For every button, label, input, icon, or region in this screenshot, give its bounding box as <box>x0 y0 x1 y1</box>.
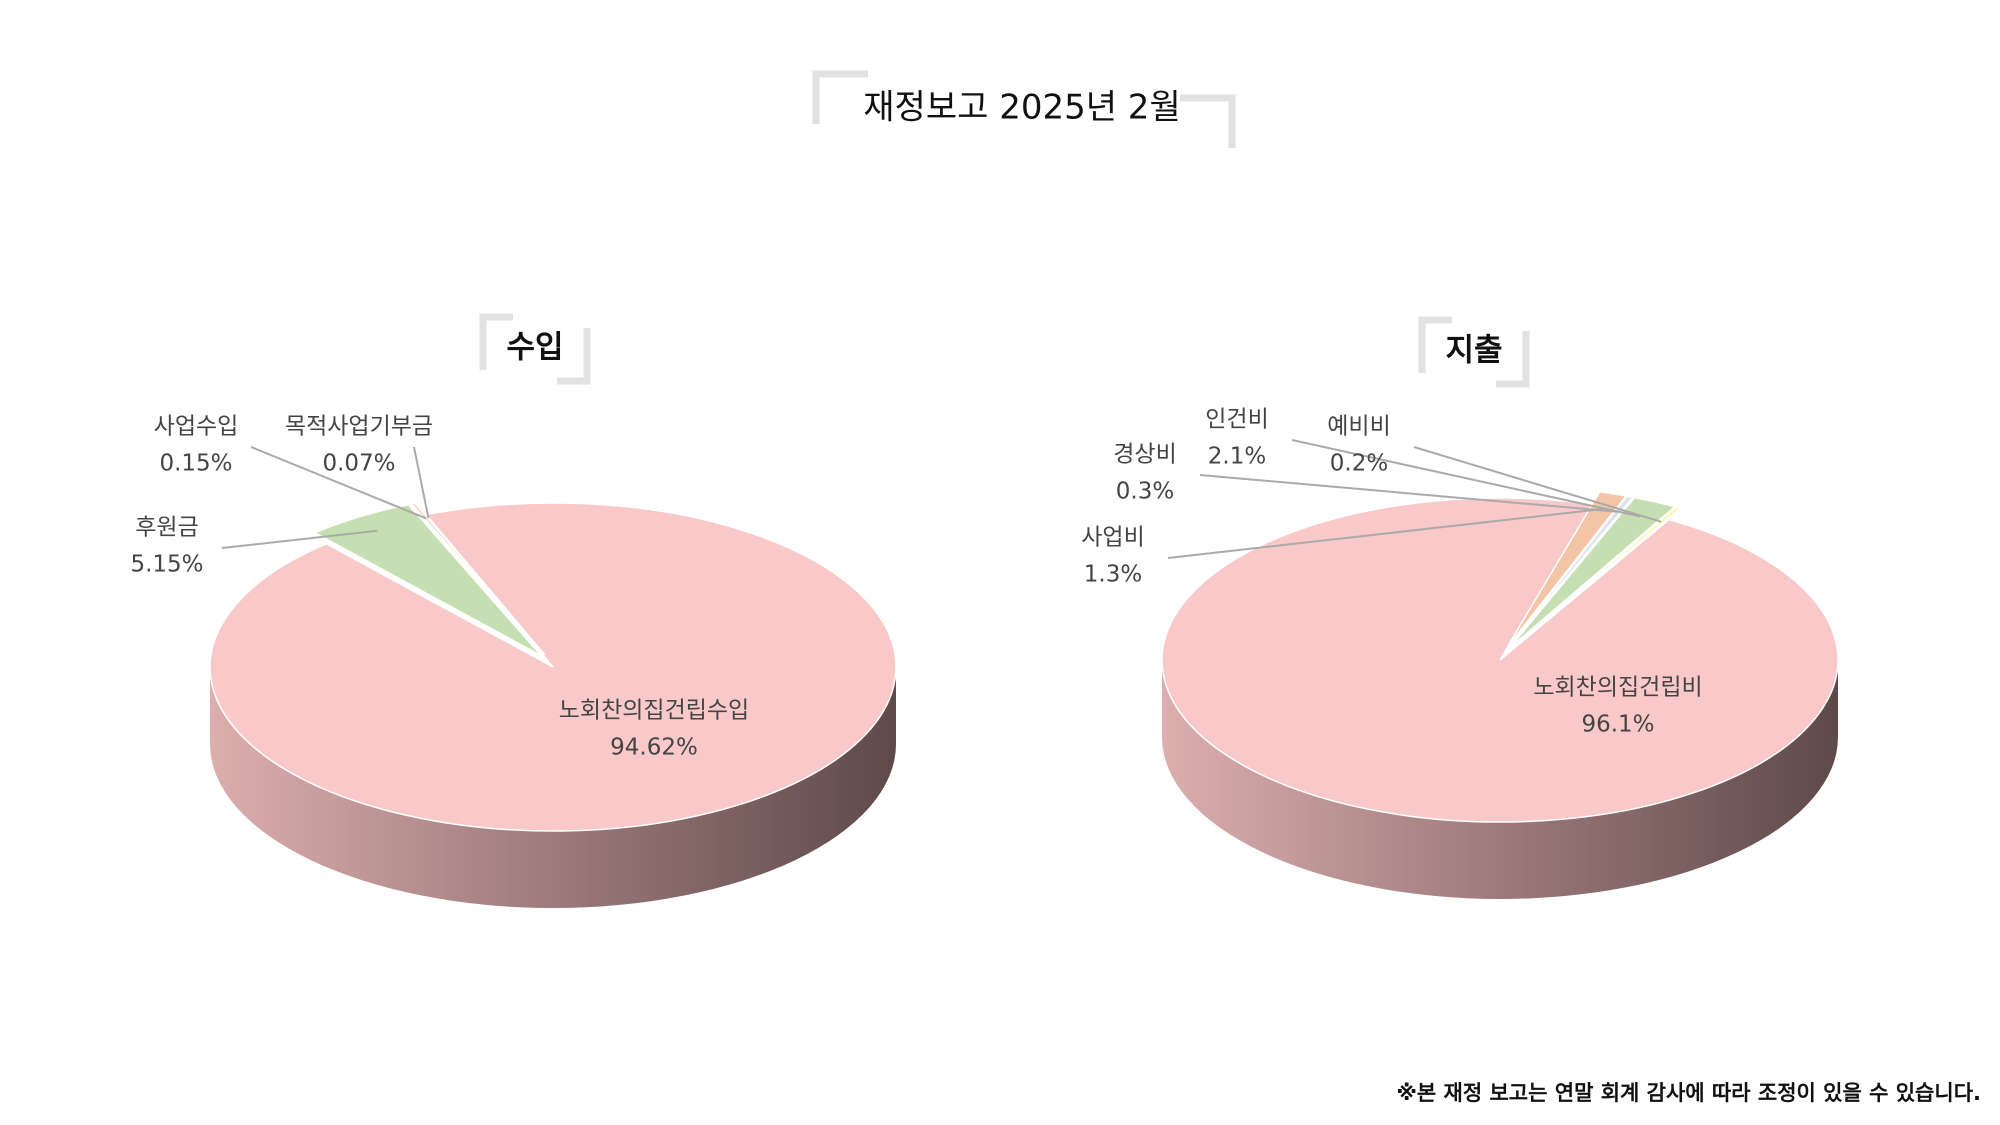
footnote: ※본 재정 보고는 연말 회계 감사에 따라 조정이 있을 수 있습니다. <box>1396 1081 1981 1105</box>
leader-line <box>413 446 430 519</box>
pie-slice <box>413 501 546 656</box>
subtitle-bracket <box>479 313 513 370</box>
slice-value: 0.3% <box>1116 479 1174 505</box>
pie-slice <box>313 503 542 657</box>
pie-slice <box>209 502 897 832</box>
subtitle-bracket <box>1418 316 1452 373</box>
slice-value: 0.07% <box>322 451 395 477</box>
pie-slice <box>1506 490 1628 648</box>
slice-label: 인건비 <box>1205 407 1268 433</box>
pie-slice <box>1161 497 1839 823</box>
slice-value: 96.1% <box>1581 712 1654 738</box>
leader-line <box>250 446 427 520</box>
leader-line <box>1413 446 1662 523</box>
slice-value: 2.1% <box>1208 444 1266 470</box>
title-bracket <box>812 70 868 124</box>
slice-value: 94.62% <box>610 735 698 761</box>
leader-line <box>221 529 378 549</box>
leader-line <box>1167 508 1603 559</box>
slice-label: 노회찬의집건립수입 <box>559 698 749 724</box>
slice-label: 사업수입 <box>154 414 239 440</box>
subtitle: 수입 <box>506 330 563 366</box>
slice-value: 1.3% <box>1084 562 1142 588</box>
pie-side <box>210 667 896 908</box>
pie-slice <box>1510 506 1682 650</box>
page-title: 재정보고 2025년 2월 <box>863 88 1180 128</box>
pie-side <box>1162 660 1838 899</box>
slice-label: 예비비 <box>1327 414 1390 440</box>
subtitle-bracket <box>557 328 591 385</box>
pie-slice <box>1507 495 1635 649</box>
leader-line <box>1199 474 1618 513</box>
slice-label: 후원금 <box>135 515 198 541</box>
slice-value: 5.15% <box>130 552 203 578</box>
subtitle-bracket <box>1496 331 1530 388</box>
slice-label: 목적사업기부금 <box>285 414 433 440</box>
slice-label: 노회찬의집건립비 <box>1533 675 1702 701</box>
slice-label: 사업비 <box>1081 525 1144 551</box>
slice-value: 0.15% <box>159 451 232 477</box>
slice-value: 0.2% <box>1330 451 1388 477</box>
subtitle: 지출 <box>1445 333 1502 369</box>
leader-line <box>1291 439 1641 518</box>
slice-label: 경상비 <box>1113 442 1176 468</box>
pie-slice <box>1508 496 1677 649</box>
title-bracket <box>1180 94 1236 148</box>
